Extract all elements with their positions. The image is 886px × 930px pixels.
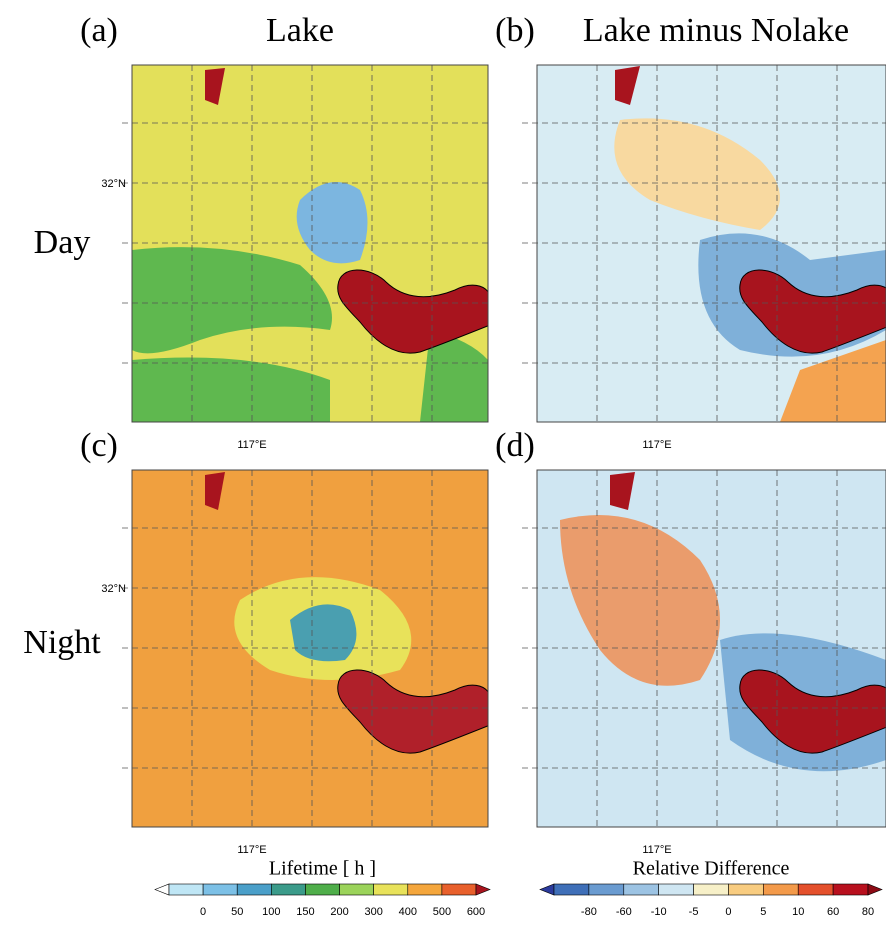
colorbar-box <box>833 884 868 895</box>
colorbar-tick-label: 600 <box>467 906 485 918</box>
colorbar-box <box>305 884 339 895</box>
colorbar-tick-label: 500 <box>433 906 451 918</box>
colorbar-box <box>340 884 374 895</box>
panel-label: (d) <box>495 427 535 464</box>
colorbar-tick-label: -80 <box>581 906 597 918</box>
colorbar-end <box>540 884 554 895</box>
colorbar-end <box>868 884 882 895</box>
map-d <box>537 470 886 827</box>
colorbar-box <box>203 884 237 895</box>
map-c <box>132 470 490 827</box>
colorbar-title: Lifetime [ h ] <box>269 858 376 880</box>
colorbar-tick-label: 10 <box>792 906 804 918</box>
colorbar-tick-label: 150 <box>296 906 314 918</box>
colorbar-box <box>589 884 624 895</box>
colorbar-box <box>271 884 305 895</box>
panel-label: (a) <box>80 12 118 49</box>
colorbar-box <box>763 884 798 895</box>
panel-title: Lake minus Nolake <box>583 12 849 49</box>
colorbar-tick-label: 60 <box>827 906 839 918</box>
colorbar-tick-label: 200 <box>330 906 348 918</box>
colorbar-title: Relative Difference <box>633 858 790 880</box>
colorbar-tick-label: 50 <box>231 906 243 918</box>
colorbar-tick-label: -10 <box>651 906 667 918</box>
lat-label: 32°N <box>101 178 126 190</box>
colorbar-box <box>798 884 833 895</box>
colorbar-box <box>374 884 408 895</box>
region <box>290 604 356 661</box>
colorbar-tick-label: 0 <box>200 906 206 918</box>
colorbar-end <box>155 884 169 895</box>
panel-label: (b) <box>495 12 535 49</box>
map-a <box>132 65 490 422</box>
colorbar-box <box>659 884 694 895</box>
lon-label: 117°E <box>237 439 266 451</box>
map-b <box>537 65 886 422</box>
colorbar-tick-label: 100 <box>262 906 280 918</box>
lat-label: 32°N <box>101 583 126 595</box>
colorbar-tick-label: 300 <box>364 906 382 918</box>
colorbar-box <box>442 884 476 895</box>
figure: (a) Lake (b) Lake minus Nolake (c) (d) D… <box>0 0 886 925</box>
colorbar-box <box>408 884 442 895</box>
colorbar-tick-label: 5 <box>760 906 766 918</box>
colorbar-tick-label: 400 <box>399 906 417 918</box>
panel-title: Lake <box>266 12 334 49</box>
colorbar-tick-label: -5 <box>689 906 699 918</box>
colorbar-box <box>728 884 763 895</box>
colorbar-tick-label: 0 <box>725 906 731 918</box>
lon-label: 117°E <box>642 439 671 451</box>
lon-label: 117°E <box>642 844 671 856</box>
panel-label: (c) <box>80 427 118 464</box>
colorbar-tick-label: 80 <box>862 906 874 918</box>
row-label: Day <box>34 224 91 261</box>
colorbar-box <box>694 884 729 895</box>
colorbar-box <box>169 884 203 895</box>
colorbar-box <box>237 884 271 895</box>
colorbar-box <box>554 884 589 895</box>
lon-label: 117°E <box>237 844 266 856</box>
colorbar-tick-label: -60 <box>616 906 632 918</box>
colorbar-end <box>476 884 490 895</box>
colorbar-box <box>624 884 659 895</box>
row-label: Night <box>23 624 101 661</box>
